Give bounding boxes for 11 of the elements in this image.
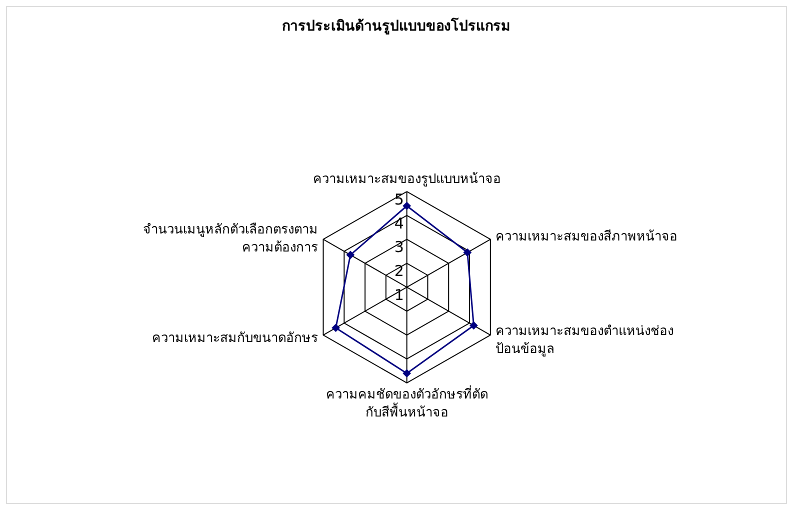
spoke-label: ความคมชัดของตัวอักษรที่ตัด กับสีพื้นหน้าจอ (326, 386, 488, 421)
spoke-label: ความเหมาะสมของรูปแบบหน้าจอ (312, 172, 501, 187)
spoke-label: ความเหมาะสมของสีภาพหน้าจอ (495, 228, 678, 244)
spoke-label: จำนวนเมนูหลักตัวเลือกตรงตาม ความต้องการ (143, 222, 318, 256)
y-tick-label: 1 (394, 286, 404, 304)
y-tick-label: 5 (394, 190, 404, 208)
y-tick-label: 3 (394, 238, 404, 256)
spoke-label: ความเหมาะสมของตำแหน่งช่อง ป้อนข้อมูล (495, 324, 674, 358)
spoke-label: ความเหมาะสมกับขนาดอักษร (152, 330, 318, 346)
chart-title: การประเมินด้านรูปแบบของโปรแกรม (282, 16, 510, 34)
y-tick-label: 2 (394, 262, 404, 280)
